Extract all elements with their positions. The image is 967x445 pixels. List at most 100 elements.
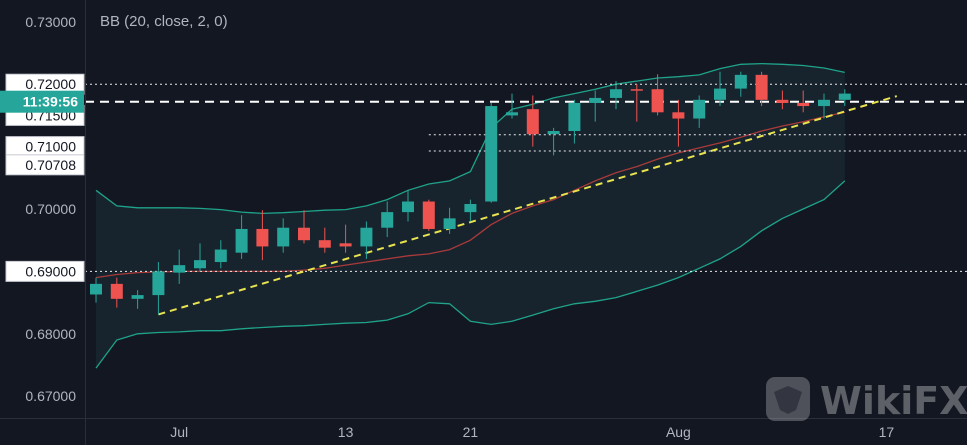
candle xyxy=(589,90,602,122)
candle-body xyxy=(693,99,706,119)
support-trendline xyxy=(158,95,898,316)
x-tick-label: Aug xyxy=(666,424,691,440)
candle xyxy=(485,102,498,203)
candle-body xyxy=(443,218,456,229)
candle-body xyxy=(651,89,664,113)
candle xyxy=(547,127,560,156)
candle xyxy=(651,74,664,116)
wikifx-logo-mark xyxy=(774,386,802,414)
candle xyxy=(360,221,373,259)
watermark: WikiFX xyxy=(766,377,967,423)
indicator-legend: BB (20, close, 2, 0) xyxy=(100,13,228,30)
candle xyxy=(506,93,518,119)
candle-body xyxy=(298,227,310,241)
candle-body xyxy=(589,97,602,103)
candle xyxy=(277,218,290,253)
candle-body xyxy=(734,74,747,89)
candle-body xyxy=(506,112,518,116)
x-tick-label: 17 xyxy=(879,424,895,440)
y-level-label: 0.71000 xyxy=(5,136,85,158)
candle xyxy=(235,215,248,259)
candle xyxy=(464,199,477,222)
candle-body xyxy=(422,201,435,229)
candle-body xyxy=(568,102,581,132)
x-tick-label: Jul xyxy=(170,424,188,440)
candles xyxy=(90,71,851,315)
candle-body xyxy=(173,265,186,273)
wikifx-watermark-text: WikiFX xyxy=(820,379,967,423)
candle-body xyxy=(152,271,165,296)
bb-upper-line xyxy=(95,62,845,215)
candle-body xyxy=(381,212,394,228)
candle xyxy=(714,71,726,107)
candle-body xyxy=(90,283,102,295)
candle-body xyxy=(672,112,685,119)
y-tick-label: 0.67000 xyxy=(25,388,76,404)
y-tick-label: 0.70000 xyxy=(25,201,76,217)
candle xyxy=(818,93,830,119)
candle xyxy=(131,290,144,309)
y-tick-label: 0.68000 xyxy=(25,326,76,342)
candle-body xyxy=(464,204,477,213)
candle-body xyxy=(797,102,810,107)
x-tick-label: 21 xyxy=(463,424,479,440)
candle-body xyxy=(547,131,560,135)
candle-body xyxy=(256,228,269,247)
candle xyxy=(526,95,539,147)
y-tick-label: 0.73000 xyxy=(25,14,76,30)
y-level-label-box xyxy=(5,260,85,282)
candle xyxy=(90,277,102,303)
candle-body xyxy=(339,243,352,247)
candle-body xyxy=(235,228,248,253)
candle xyxy=(173,249,186,284)
y-level-label: 0.69000 xyxy=(5,260,85,282)
candle-body xyxy=(214,249,227,263)
candle xyxy=(630,84,643,122)
y-level-label-text: 0.69000 xyxy=(25,263,76,279)
bb-lower-line xyxy=(95,180,846,369)
current-price-text: 11:39:56 xyxy=(23,94,78,110)
candle xyxy=(693,95,706,128)
candle xyxy=(381,201,394,238)
candle xyxy=(568,99,581,144)
candle xyxy=(610,81,622,110)
candle xyxy=(734,71,747,97)
candle-body xyxy=(526,109,539,135)
y-level-label-box xyxy=(5,154,85,176)
candle xyxy=(443,207,456,234)
candle-body xyxy=(194,260,206,269)
y-level-label: 0.70708 xyxy=(5,154,85,176)
x-tick-label: 13 xyxy=(338,424,354,440)
candle-body xyxy=(818,99,830,107)
candle xyxy=(214,240,227,269)
candle-body xyxy=(776,99,789,103)
candle xyxy=(194,243,206,272)
y-level-label-text: 0.70708 xyxy=(25,157,76,173)
candle-body xyxy=(131,295,144,299)
candle-body xyxy=(402,201,414,213)
candle xyxy=(422,199,435,231)
y-level-label: 0.72000 xyxy=(5,73,85,95)
candle-body xyxy=(110,283,123,299)
candle xyxy=(797,90,810,113)
y-level-label-text: 0.72000 xyxy=(25,76,76,92)
candle xyxy=(110,277,123,308)
candle-body xyxy=(630,89,643,91)
candle-body xyxy=(360,227,373,247)
candle xyxy=(298,210,310,244)
wikifx-logo-icon xyxy=(766,377,810,421)
candle xyxy=(776,90,789,110)
candle-body xyxy=(318,240,331,248)
candle xyxy=(339,224,352,253)
candle-body xyxy=(838,93,851,100)
candle xyxy=(838,89,851,107)
candle xyxy=(152,262,165,315)
current-price-badge: 11:39:56 xyxy=(0,90,84,113)
y-level-label-text: 0.71000 xyxy=(25,139,76,155)
candle xyxy=(402,190,414,222)
candle-body xyxy=(755,74,768,100)
candle xyxy=(256,210,269,261)
wikifx-logo: WikiFX xyxy=(766,377,967,423)
